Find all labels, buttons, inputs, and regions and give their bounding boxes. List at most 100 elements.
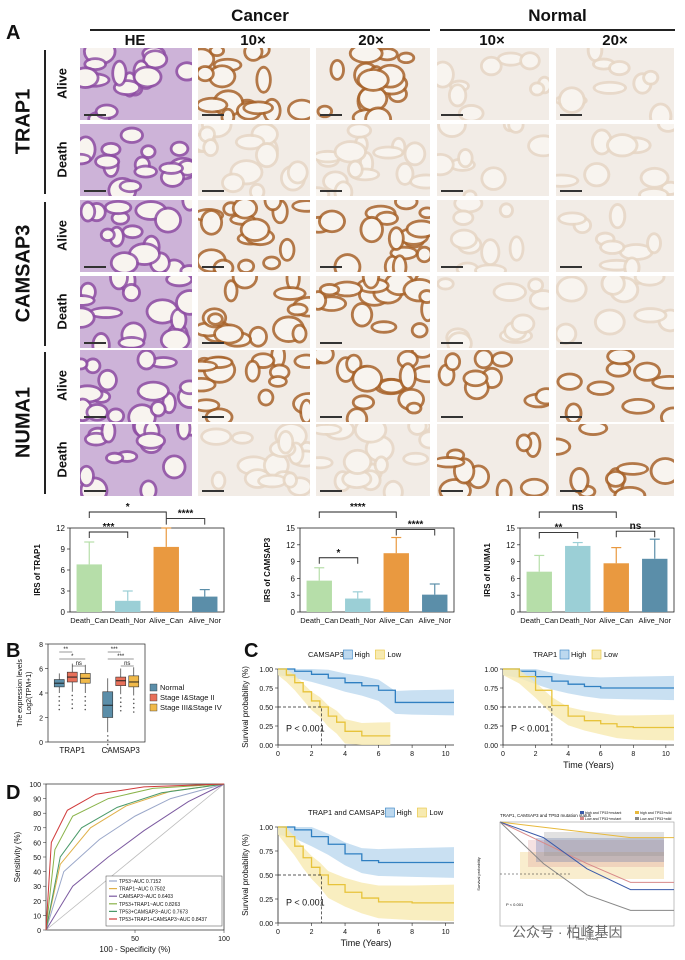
gene-bracket: [44, 202, 46, 346]
histology-tile: [437, 350, 549, 422]
km-ytick: 1.00: [484, 667, 498, 674]
histology-tile: [198, 200, 310, 272]
irs-ylabel: IRS of NUMA1: [483, 543, 492, 597]
km-confidence-band: [278, 669, 454, 716]
small-km-curve: [499, 821, 674, 911]
irs-ytick: 3: [511, 591, 516, 600]
scale-bar: [84, 190, 106, 192]
box-ytick: 0: [39, 740, 43, 747]
scale-bar: [202, 490, 224, 492]
roc-xlabel: 100 - Specificity (%): [99, 945, 170, 954]
km-legend-high: High: [571, 650, 586, 659]
histology-tile: [80, 124, 192, 196]
irs-bar: [383, 553, 409, 612]
irs-bar: [565, 545, 591, 612]
km-ytick: 0.25: [259, 897, 273, 904]
row-label-death: Death: [54, 441, 70, 478]
irs-category-label: Death_Nor: [110, 616, 147, 625]
small-km-curve: [499, 821, 674, 839]
scale-bar: [320, 342, 342, 344]
roc-xtick: 50: [131, 936, 139, 943]
km-legend-low: Low: [604, 650, 618, 659]
significance-label: ****: [408, 520, 424, 531]
roc-ytick: 70: [33, 826, 41, 833]
km-chart-tp53: TRAP1, CAMSAP3 and TP53 mutation status h…: [468, 808, 680, 948]
km-xlabel: Time (Years): [341, 938, 392, 948]
km-chart-camsap3: CAMSAP3 High Low 0.00 0.25 0.50 0.75 1.00 0 2 4 6 8 1…: [240, 645, 460, 775]
small-km-title: TRAP1, CAMSAP3 and TP53 mutation status: [500, 813, 592, 818]
scale-bar: [320, 490, 342, 492]
significance-label: ****: [178, 509, 194, 520]
significance-label: ****: [350, 502, 366, 513]
km-xlabel: Time (Years): [563, 760, 614, 770]
scale-bar: [560, 416, 582, 418]
irs-ytick: 15: [506, 524, 515, 533]
roc-ytick: 0: [37, 928, 41, 935]
box-category-label: CAMSAP3: [102, 746, 141, 755]
km-confidence-band: [278, 827, 454, 878]
km-ytick: 0.50: [484, 705, 498, 712]
km-xtick: 2: [310, 929, 314, 936]
box-legend-entry: Normal: [160, 683, 185, 692]
irs-ylabel: IRS of TRAP1: [33, 544, 42, 596]
significance-label: *: [126, 502, 130, 513]
scale-bar: [560, 266, 582, 268]
km-ytick: 0.50: [259, 705, 273, 712]
scale-bar: [84, 114, 106, 116]
irs-bar: [192, 596, 218, 612]
small-km-band: [536, 838, 664, 862]
km-xtick: 2: [534, 751, 538, 758]
km-ytick: 0.00: [259, 743, 273, 750]
histology-tile: [556, 276, 674, 348]
box: [102, 691, 114, 718]
irs-ytick: 0: [511, 608, 516, 617]
panel-d-roc: 0 10 20 30 40 50 60 70 80 90 100 50 100 Sensitivity (…: [10, 780, 235, 955]
histology-tile: [556, 200, 674, 272]
roc-curve: [45, 783, 225, 931]
histology-tile: [316, 124, 430, 196]
panel-d-letter: D: [6, 782, 21, 804]
histology-tile: [316, 200, 430, 272]
km-legend-title: TRAP1 and CAMSAP3: [308, 808, 385, 817]
km-xtick: 0: [501, 751, 505, 758]
roc-curve: [45, 783, 225, 931]
significance-label: ns: [630, 521, 642, 532]
km-ytick: 0.25: [484, 724, 498, 731]
km-xtick: 10: [442, 929, 450, 936]
roc-ytick: 20: [33, 899, 41, 906]
irs-category-label: Alive_Can: [379, 616, 413, 625]
roc-curve: [45, 783, 225, 931]
irs-category-label: Alive_Nor: [418, 616, 451, 625]
small-km-legend: Low and TP53+mutant: [585, 817, 621, 821]
scale-bar: [441, 114, 463, 116]
box: [128, 675, 140, 688]
column-cancer-10x: 10×: [240, 32, 266, 49]
roc-ytick: 30: [33, 884, 41, 891]
small-km-legend: high and TP53+wild: [640, 811, 672, 815]
histology-tile: [437, 424, 549, 496]
km-xtick: 4: [566, 751, 570, 758]
histology-tile: [437, 276, 549, 348]
row-label-alive: Alive: [54, 67, 70, 100]
scale-bar: [320, 416, 342, 418]
irs-ytick: 6: [61, 566, 66, 575]
box-significance: ns: [124, 661, 130, 667]
scale-bar: [320, 114, 342, 116]
roc-ytick: 80: [33, 811, 41, 818]
watermark: 公众号 · 柏峰基因: [512, 924, 623, 940]
histology-tile: [80, 350, 192, 422]
gene-bracket: [44, 50, 46, 194]
irs-bar: [642, 558, 668, 612]
histology-tile: [316, 48, 430, 120]
small-km-xlabel: Time (Years): [576, 936, 599, 941]
small-km-curve: [499, 821, 674, 891]
histology-tile: [198, 48, 310, 120]
histology-tile: [80, 424, 192, 496]
irs-category-label: Alive_Nor: [638, 616, 671, 625]
km-xtick: 4: [343, 929, 347, 936]
km-curve-high: [503, 668, 674, 689]
km-ytick: 0.75: [484, 686, 498, 693]
km-ytick: 0.25: [259, 724, 273, 731]
irs-bar: [76, 564, 102, 612]
irs-ytick: 15: [286, 524, 295, 533]
